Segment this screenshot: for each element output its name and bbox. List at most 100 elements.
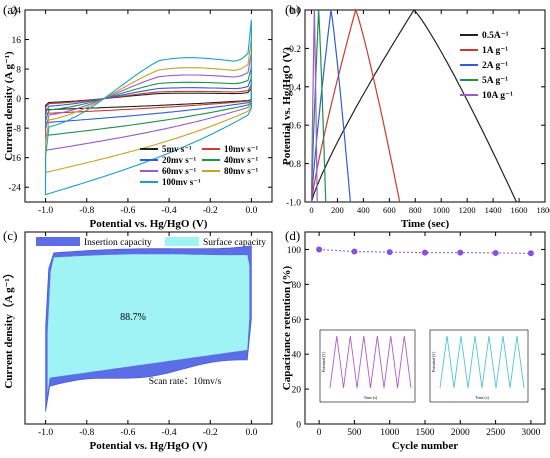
retention-point	[351, 248, 358, 255]
legend-swatch	[165, 237, 199, 246]
retention-point	[422, 249, 428, 256]
retention-point	[457, 249, 464, 256]
y-tick-label: 8	[16, 66, 21, 76]
gcd-curve	[310, 9, 351, 203]
x-axis-label: Potential vs. Hg/HgO (V)	[90, 440, 208, 452]
y-tick-label: 40	[292, 351, 302, 361]
legend-label: 2A g⁻¹	[482, 61, 508, 71]
x-tick-label: 1600	[511, 205, 528, 215]
panel-label: (d)	[285, 228, 300, 243]
inset-1: Time (s) Potential (V)	[429, 329, 529, 403]
x-tick-label: -0.6	[120, 428, 135, 438]
y-tick-label: -0.2	[286, 45, 301, 55]
x-tick-label: -1.0	[38, 428, 53, 438]
x-tick-label: 2000	[451, 428, 470, 438]
plot-frame	[24, 231, 273, 425]
legend-label: 5mv s⁻¹	[162, 144, 192, 154]
y-tick-label: -0.4	[286, 83, 301, 93]
y-tick-label: 0.0	[289, 7, 301, 17]
y-tick-label: -16	[8, 154, 21, 164]
y-tick-label: -8	[13, 125, 21, 135]
x-tick-label: 400	[357, 205, 370, 215]
y-tick-label: 100	[287, 246, 302, 256]
x-tick-label: 2500	[486, 428, 505, 438]
gcd-curve	[310, 9, 318, 203]
x-tick-label: 0	[309, 205, 313, 215]
x-tick-label: 1200	[459, 205, 476, 215]
legend: 5mv s⁻¹ 10mv s⁻¹ 20mv s⁻¹ 40mv s⁻¹ 60mv s⁻¹ 8…	[140, 144, 259, 187]
legend-swatch	[36, 237, 80, 246]
legend-label: 40mv s⁻¹	[224, 155, 259, 165]
y-tick-label: -24	[8, 184, 21, 194]
plot-frame	[24, 9, 273, 203]
legend-label: Surface capacity	[203, 237, 266, 248]
x-tick-label: -0.2	[203, 206, 218, 216]
y-axis-label: Current density（A g⁻¹）	[2, 267, 15, 388]
retention-point	[316, 246, 323, 253]
inset-y-label: Potential (V)	[431, 351, 436, 372]
x-tick-label: -0.2	[203, 428, 218, 438]
chart-0: -1.0 -0.8 -0.6 -0.4 -0.2 0.0 -24 -16 -8 0 8 16 24 Pot…	[3, 2, 273, 230]
panel-label: (b)	[285, 2, 300, 17]
legend: Insertion capacity Surface capacity	[36, 237, 266, 248]
x-tick-label: 200	[331, 205, 344, 215]
legend-label: 0.5A⁻¹	[482, 31, 509, 41]
x-tick-label: 1000	[433, 205, 450, 215]
y-tick-label: -0.8	[286, 160, 301, 170]
x-tick-label: -0.6	[120, 206, 135, 216]
legend-label: Insertion capacity	[84, 238, 152, 248]
legend-label: 10A g⁻¹	[482, 91, 513, 101]
retention-point	[492, 249, 499, 256]
inset-x-label: Time (s)	[364, 395, 378, 400]
y-tick-label: 20	[292, 386, 302, 396]
surface-area	[47, 254, 250, 394]
x-axis-label: Time (sec)	[401, 218, 450, 230]
inset-curve	[439, 335, 525, 389]
legend-label: 60mv s⁻¹	[162, 166, 197, 176]
legend-label: 5A g⁻¹	[482, 76, 508, 86]
y-tick-label: 0	[16, 95, 21, 105]
inset-0: Time (s) Potential (V)	[319, 329, 416, 403]
plot-frame	[304, 9, 546, 203]
x-tick-label: 1400	[485, 205, 502, 215]
inset-curve	[329, 335, 412, 389]
chart-1: 0 200 400 600 800 1000 1200 1400 1600 1800 -1.0 -0.…	[281, 2, 550, 230]
x-tick-label: -0.4	[162, 428, 177, 438]
x-tick-label: 0.0	[245, 428, 257, 438]
y-tick-label: 60	[292, 316, 302, 326]
x-tick-label: 500	[347, 428, 362, 438]
legend-label: 1A g⁻¹	[482, 46, 508, 56]
chart-2: -1.0 -0.8 -0.6 -0.4 -0.2 0.0 Potential vs. Hg/…	[2, 228, 273, 452]
y-tick-label: 24	[12, 7, 22, 17]
x-tick-label: 0.0	[245, 206, 257, 216]
inset-y-label: Potential (V)	[321, 351, 326, 372]
y-axis-label: Potential vs. Hg/HgO (V)	[281, 47, 293, 165]
y-axis-label: Capacitance retention (%)	[281, 265, 293, 390]
y-tick-label: -0.6	[286, 122, 301, 132]
legend-label: 80mv s⁻¹	[224, 166, 259, 176]
gcd-curve	[310, 9, 327, 203]
chart-3: 0 500 1000 1500 2000 2500 3000 0 20 40 60 80 100 Cycl…	[281, 228, 546, 452]
x-axis-label: Potential vs. Hg/HgO (V)	[90, 218, 208, 230]
x-tick-label: 1500	[416, 428, 435, 438]
x-tick-label: 600	[383, 205, 396, 215]
x-tick-label: -1.0	[38, 206, 53, 216]
legend-label: 20mv s⁻¹	[162, 155, 197, 165]
cv-curve	[45, 19, 252, 196]
gcd-curve	[310, 8, 401, 203]
legend: 0.5A⁻¹ 1A g⁻¹ 2A g⁻¹ 5A g⁻¹ 10A g⁻¹	[460, 31, 513, 101]
x-tick-label: 3000	[521, 428, 540, 438]
retention-point	[527, 250, 534, 257]
panel-label: (a)	[3, 2, 17, 17]
y-tick-label: -1.0	[286, 199, 301, 209]
gcd-curve	[310, 9, 518, 203]
retention-point	[386, 249, 393, 256]
y-tick-label: 80	[292, 281, 302, 291]
percentage-annotation: 88.7%	[120, 312, 146, 323]
x-tick-label: -0.8	[79, 428, 94, 438]
y-tick-label: 16	[12, 36, 22, 46]
x-tick-label: 1800	[537, 205, 550, 215]
x-tick-label: 1000	[380, 428, 399, 438]
scan-rate-annotation: Scan rate：10mv/s	[149, 377, 222, 387]
